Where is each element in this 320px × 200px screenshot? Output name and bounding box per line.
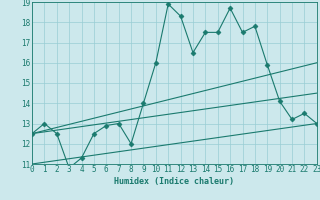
X-axis label: Humidex (Indice chaleur): Humidex (Indice chaleur) [115, 177, 234, 186]
